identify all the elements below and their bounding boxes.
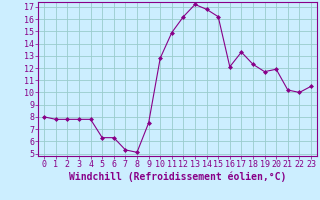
X-axis label: Windchill (Refroidissement éolien,°C): Windchill (Refroidissement éolien,°C) xyxy=(69,172,286,182)
